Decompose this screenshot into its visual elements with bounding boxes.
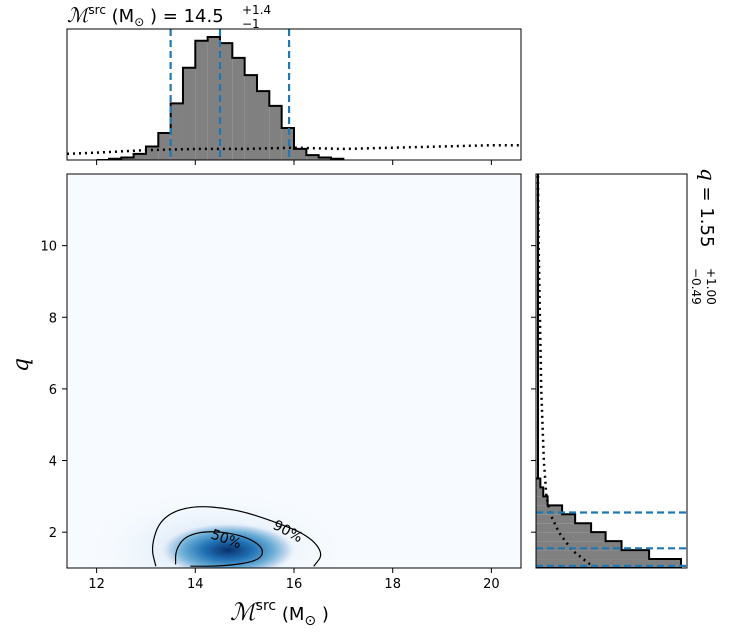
right-panel: q = 1.55 +1.00 −0.49	[531, 168, 723, 569]
right-title-equals: = 1.55	[696, 187, 717, 248]
x-axis-label-unit-close: )	[322, 604, 329, 625]
top-title-prefix: ℳ	[67, 3, 91, 27]
right-panel-frame	[535, 173, 688, 569]
top-bar	[269, 105, 282, 160]
right-bar	[536, 550, 650, 560]
x-axis-label-unit-sub: ⊙	[304, 613, 316, 629]
y-tick-label: 2	[49, 526, 57, 541]
top-bar	[318, 157, 332, 160]
right-histogram	[536, 174, 682, 568]
right-dashed-lines	[536, 511, 687, 567]
right-hist-outline	[536, 477, 682, 568]
top-bar	[232, 57, 245, 160]
right-bar	[536, 541, 622, 551]
density-core	[158, 522, 298, 568]
right-bar	[536, 559, 681, 568]
main-y-ticks: 2 4 6 8 10	[40, 240, 67, 541]
top-bar	[294, 148, 307, 160]
contours	[151, 506, 322, 567]
top-bar	[133, 153, 146, 160]
top-bar	[158, 132, 171, 160]
x-axis-label-sup: src	[256, 598, 276, 614]
top-panel: ℳsrc (M⊙ ) = 14.5 +1.4 −1	[66, 0, 522, 165]
top-bar	[306, 155, 319, 160]
top-bar	[145, 146, 159, 160]
y-tick-label: 6	[49, 383, 57, 398]
top-title-unit-sub: ⊙	[134, 15, 144, 29]
right-bar	[536, 505, 563, 515]
right-title-prefix: q	[696, 168, 720, 181]
top-title-minus: −1	[242, 17, 260, 31]
density-heatmap	[80, 488, 350, 568]
x-tick-label: 18	[384, 577, 401, 592]
top-title: ℳsrc (M⊙ ) = 14.5 +1.4 −1	[67, 0, 277, 31]
top-bar	[182, 67, 196, 160]
top-bar	[219, 43, 233, 160]
top-title-equals: = 14.5	[163, 6, 224, 27]
x-tick-label: 14	[187, 577, 204, 592]
top-title-unit-close: )	[150, 6, 157, 27]
y-tick-label: 8	[49, 311, 57, 326]
y-tick-label: 10	[40, 240, 57, 255]
right-title-minus: −0.49	[689, 268, 703, 305]
main-x-ticks: 12 14 16 18 20	[88, 568, 500, 592]
right-bar	[536, 487, 544, 497]
top-bar	[170, 103, 183, 160]
right-bar	[536, 496, 548, 506]
top-bar	[195, 40, 208, 160]
x-tick-label: 16	[286, 577, 303, 592]
x-axis-label-unit: (M	[282, 604, 305, 625]
right-bar	[536, 523, 592, 533]
contour-line	[174, 531, 263, 567]
top-bar	[281, 128, 294, 160]
right-title: q = 1.55 +1.00 −0.49	[689, 168, 723, 311]
right-bar	[536, 532, 606, 542]
right-bar	[536, 478, 541, 488]
x-axis-label-prefix: ℳ	[230, 598, 259, 626]
x-tick-label: 20	[483, 577, 500, 592]
top-title-plus: +1.4	[242, 3, 271, 17]
top-bar	[256, 91, 270, 160]
contour-line	[151, 506, 322, 567]
y-tick-label: 4	[49, 455, 57, 470]
x-axis-label: ℳsrc (M⊙ )	[230, 598, 329, 629]
top-ticks	[96, 160, 492, 165]
right-bar	[536, 514, 576, 524]
top-bar	[121, 157, 134, 160]
top-title-unit: (M	[112, 6, 135, 27]
right-title-plus: +1.00	[704, 268, 718, 305]
top-bar	[244, 75, 257, 160]
x-tick-label: 12	[88, 577, 105, 592]
top-prior-dotted-line	[67, 143, 521, 156]
right-ticks	[531, 245, 536, 533]
top-title-sup: src	[88, 3, 106, 17]
y-axis-label: q	[9, 358, 34, 372]
top-bar	[207, 37, 220, 160]
